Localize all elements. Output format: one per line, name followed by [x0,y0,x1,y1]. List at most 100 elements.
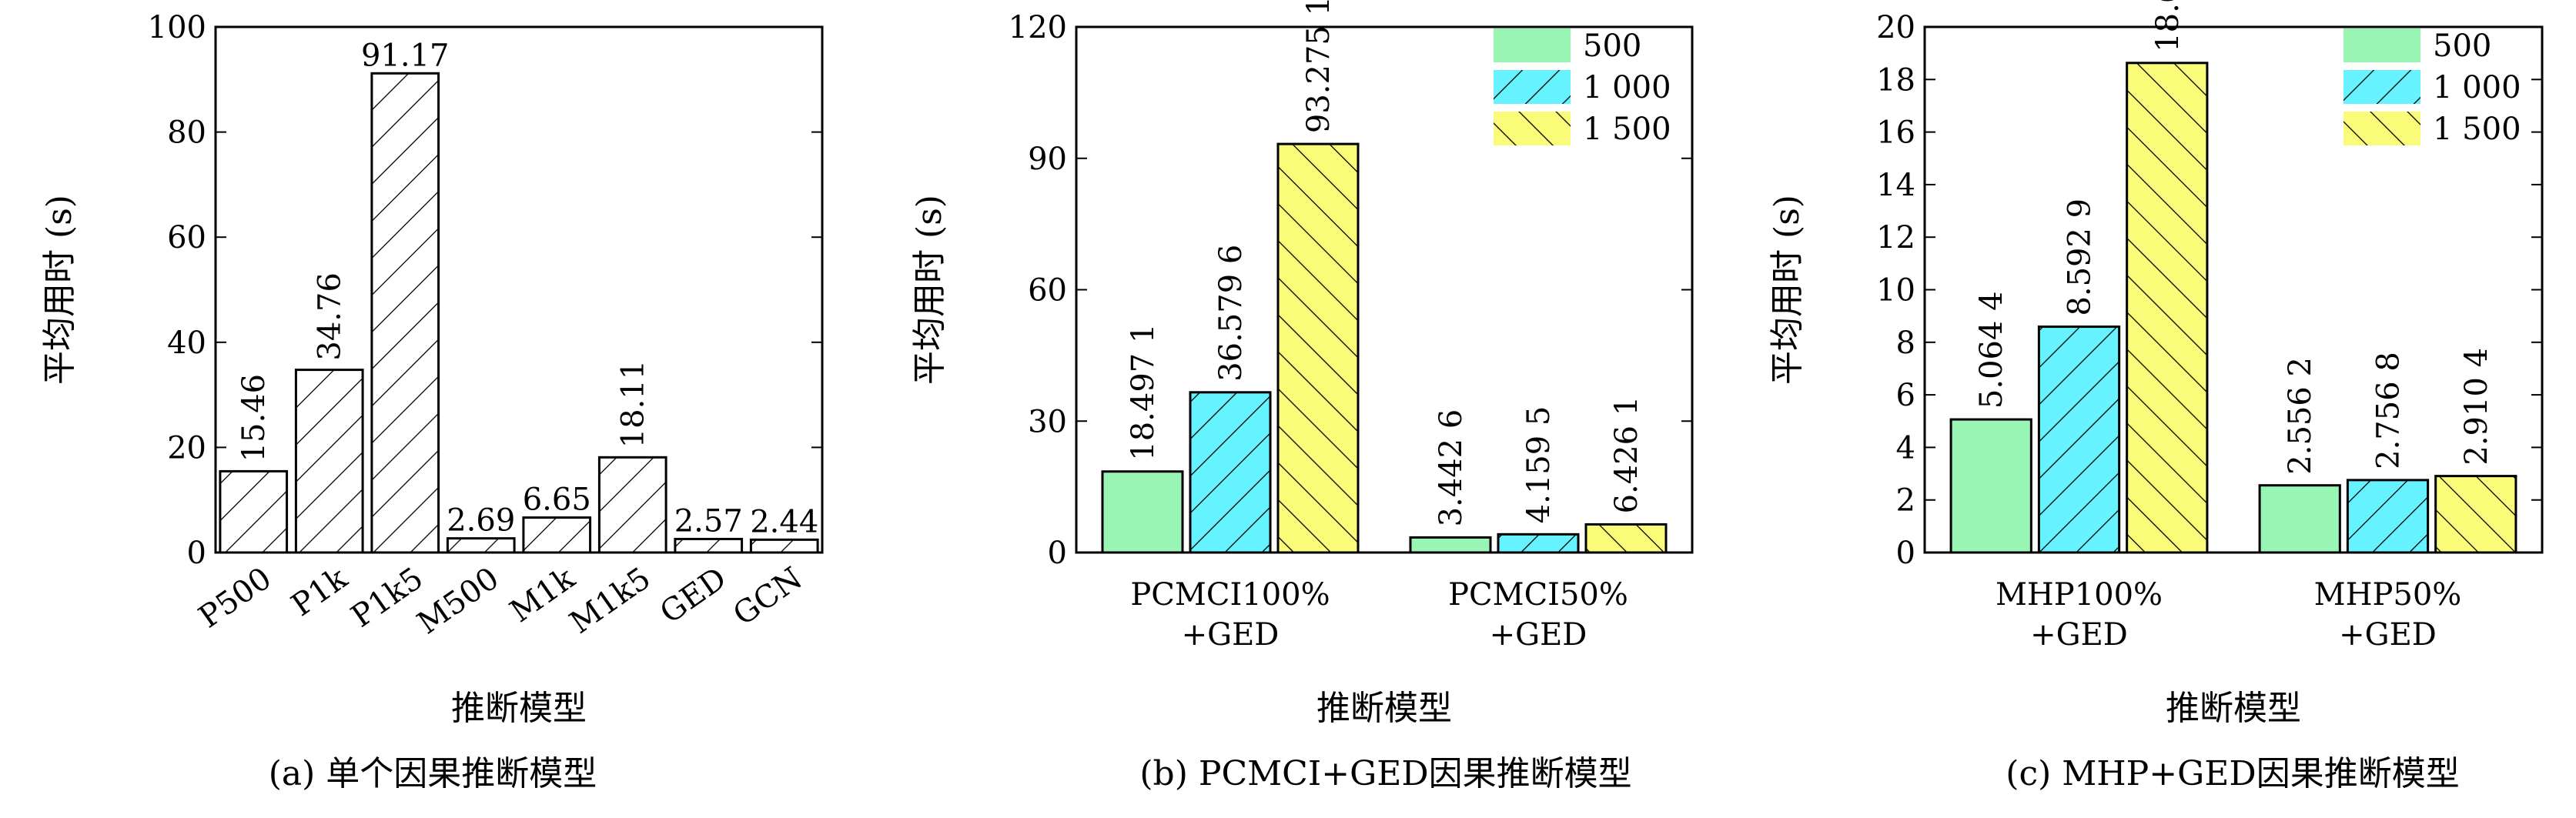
y-tick-label: 60 [1028,273,1067,309]
data-label: 4.159 5 [1521,406,1557,524]
x-category-label: MHP100% [1996,577,2163,613]
bar-hatch [674,539,742,553]
x-category-label: P500 [192,561,278,636]
bar-hatch [219,471,287,553]
y-tick-label: 60 [167,220,206,255]
x-category-label: M500 [411,561,505,642]
x-category-label: P1k [285,560,354,623]
x-category-label: PCMCI50% [1448,577,1628,613]
y-tick-label: 40 [167,326,206,361]
y-tick-label: 0 [1048,536,1067,571]
data-label: 2.910 4 [2459,348,2494,466]
x-category-label: GCN [727,561,808,633]
bar-hatch [1498,534,1578,553]
y-tick-label: 120 [1009,10,1067,45]
data-label: 6.65 [523,482,591,518]
bar-hatch [371,73,439,553]
data-label: 3.442 6 [1434,409,1469,527]
plot-frame [1923,25,2544,554]
bar-0-0 [1951,419,2032,553]
y-tick-label: 12 [1876,220,1915,255]
data-label: 2.756 8 [2371,352,2407,469]
data-label: 93.275 1 [1301,0,1337,133]
bar-0-0 [1102,471,1183,553]
chart-panel-a: 0 20 40 60 80 100 15.46 P500 34.76 P1k 91.17 P1k5 2.… [40,10,824,793]
y-tick-label: 14 [1876,168,1915,203]
panel-caption: (a) 单个因果推断模型 [269,754,597,793]
y-tick-label: 2 [1896,483,1915,519]
legend-label: 1 500 [1583,112,1671,147]
bar-hatch [447,538,515,553]
data-label: 91.17 [361,38,450,73]
plot-frame [214,25,824,554]
x-category-label: +GED [1490,617,1587,653]
plot-frame [1075,25,1694,554]
y-tick-label: 80 [167,115,206,151]
data-label: 8.592 9 [2062,199,2098,316]
legend-swatch-hatch [2343,112,2420,145]
legend-swatch [1494,28,1571,62]
x-category-label: MHP50% [2314,577,2462,613]
x-category-label: PCMCI100% [1130,577,1330,613]
y-tick-label: 18 [1876,62,1915,98]
y-tick-label: 16 [1876,115,1915,151]
y-tick-label: 20 [167,430,206,466]
x-category-label: +GED [2339,617,2437,653]
legend-label: 500 [2433,28,2491,64]
y-tick-label: 0 [1896,536,1915,571]
data-label: 5.064 4 [1974,291,2009,409]
bar-hatch [1586,524,1666,553]
legend-swatch-hatch [1494,70,1571,104]
legend-label: 1 500 [2433,112,2521,147]
data-label: 36.579 6 [1213,245,1249,382]
data-label: 18.11 [616,360,651,449]
x-axis-title: 推断模型 [451,689,587,728]
data-label: 2.44 [750,504,818,539]
legend: 500 1 000 1 500 [1494,28,1671,147]
bar-hatch [1278,144,1358,553]
bar-hatch [2435,476,2516,553]
bar-hatch [2126,62,2207,553]
y-tick-label: 6 [1896,378,1915,413]
y-axis-title: 平均用时 (s) [910,195,949,385]
x-category-label: +GED [1182,617,1280,653]
panel-caption: (b) PCMCI+GED因果推断模型 [1139,754,1631,793]
panel-caption: (c) MHP+GED因果推断模型 [2006,754,2459,793]
data-label: 2.57 [674,503,743,539]
x-category-label: GED [654,561,733,631]
bar-0-1 [2260,485,2340,553]
y-tick-label: 4 [1896,430,1915,466]
y-tick-label: 20 [1876,10,1915,45]
chart-panel-b: 0 30 60 90 120 18.497 1 36.579 6 93.275 1 PCMCI1… [910,0,1694,793]
data-label: 15.46 [236,374,272,462]
bar-hatch [599,457,667,553]
bar-0-1 [1410,537,1490,553]
x-category-label: +GED [2030,617,2128,653]
y-tick-label: 10 [1876,273,1915,309]
legend-label: 500 [1583,28,1641,64]
y-tick-label: 8 [1896,326,1915,361]
legend-label: 1 000 [2433,70,2521,105]
legend-label: 1 000 [1583,70,1671,105]
bar-hatch [1190,392,1270,553]
x-category-label: M1k5 [564,561,657,641]
x-category-label: P1k5 [345,561,430,635]
legend-swatch [2343,28,2420,62]
y-axis-title: 平均用时 (s) [40,195,79,385]
bar-hatch [296,369,363,553]
legend-swatch-hatch [2343,70,2420,104]
bar-hatch [2039,326,2119,553]
data-label: 18.497 1 [1126,324,1161,461]
y-tick-label: 100 [148,10,206,45]
data-label: 2.69 [447,503,515,539]
bar-hatch [751,539,818,553]
y-tick-label: 30 [1028,404,1067,439]
x-axis-title: 推断模型 [1316,689,1452,728]
data-label: 34.76 [313,272,348,361]
data-label: 6.426 1 [1609,396,1644,514]
legend-swatch-hatch [1494,112,1571,145]
y-axis-title: 平均用时 (s) [1768,195,1807,385]
y-tick-label: 0 [187,536,206,571]
